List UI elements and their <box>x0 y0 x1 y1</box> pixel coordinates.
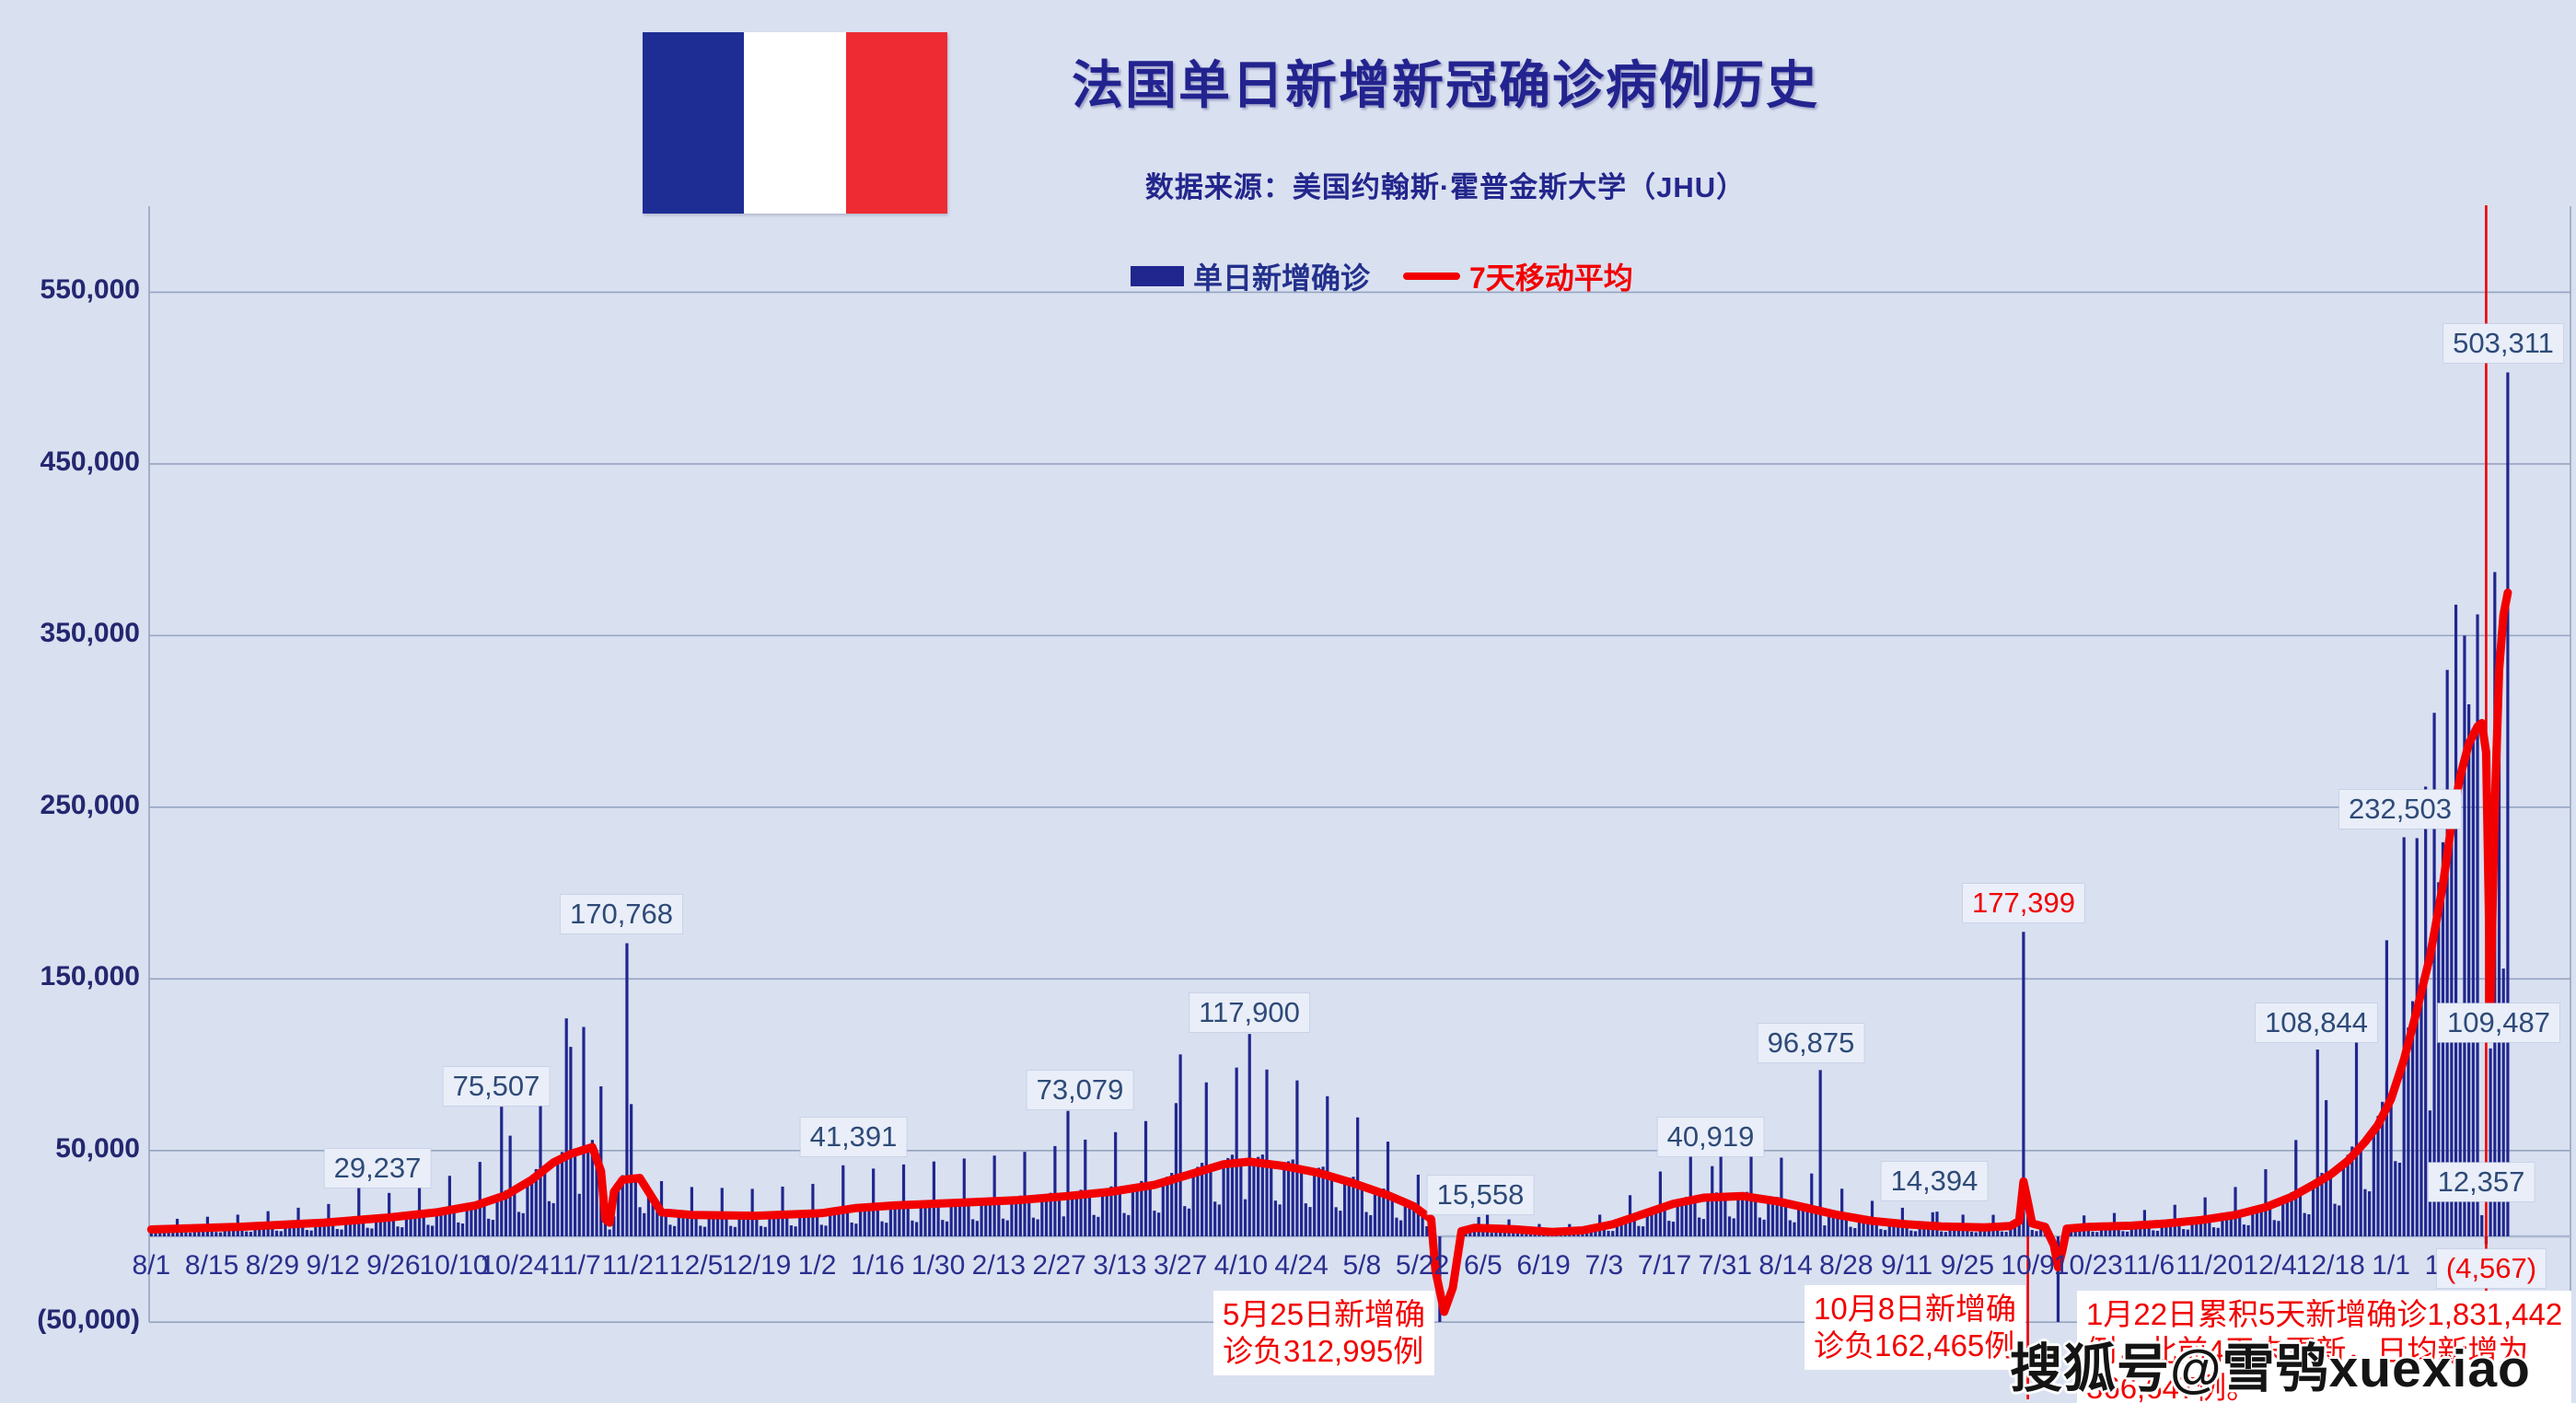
x-axis-tick-label: 1/30 <box>911 1250 966 1281</box>
y-axis-tick-label: 350,000 <box>40 618 140 649</box>
data-label: 177,399 <box>1962 884 2085 922</box>
x-axis-tick-label: 11/21 <box>601 1250 669 1281</box>
data-label: (4,567) <box>2436 1249 2547 1288</box>
data-label: 41,391 <box>800 1118 907 1156</box>
x-axis-tick-label: 1/2 <box>797 1250 837 1281</box>
chart-title: 法国单日新增新冠确诊病例历史 <box>1072 56 1819 114</box>
x-axis-tick-label: 12/18 <box>2295 1250 2365 1281</box>
x-axis-tick-label: 10/9 <box>2001 1250 2055 1281</box>
x-axis-tick-label: 3/27 <box>1153 1250 1208 1281</box>
moving-average-line <box>146 588 2512 1316</box>
annotation-line: 10月8日新增确 <box>1814 1292 2017 1326</box>
x-axis-tick-label: 2/27 <box>1032 1250 1086 1281</box>
legend-item-moving-average: 7天移动平均 <box>1403 260 1633 295</box>
x-axis-tick-label: 11/7 <box>549 1250 601 1281</box>
x-axis-tick-label: 6/19 <box>1516 1250 1571 1281</box>
legend-bar-swatch <box>1131 266 1184 286</box>
data-label: 75,507 <box>443 1067 550 1106</box>
x-axis-tick-label: 9/12 <box>306 1250 360 1281</box>
legend-line-label: 7天移动平均 <box>1469 261 1633 295</box>
data-label: 109,487 <box>2437 1003 2560 1042</box>
x-axis-tick-label: 6/5 <box>1463 1250 1503 1281</box>
y-axis-tick-label: 50,000 <box>55 1132 140 1164</box>
x-axis-tick-label: 9/11 <box>1881 1250 1933 1281</box>
data-label: 15,558 <box>1427 1176 1534 1214</box>
annotation-line: 例，此前4天未更新，日均新增为 <box>2086 1334 2529 1368</box>
x-axis-tick-label: 9/26 <box>366 1250 421 1281</box>
annotation-line: 诊负162,465例 <box>1814 1328 2015 1362</box>
data-label: 117,900 <box>1189 993 1309 1032</box>
data-label: 29,237 <box>324 1149 431 1188</box>
annotation-line: 1月22日累积5天新增确诊1,831,442 <box>2086 1297 2563 1331</box>
x-axis-tick-label: 8/14 <box>1758 1250 1813 1281</box>
y-axis-tick-label: 150,000 <box>40 961 140 992</box>
annotation-callout: 10月8日新增确 诊负162,465例 <box>1804 1285 2026 1370</box>
data-label: 12,357 <box>2428 1163 2535 1201</box>
x-axis-tick-label: 5/8 <box>1342 1250 1382 1281</box>
x-axis-tick-label: 3/13 <box>1093 1250 1147 1281</box>
france-flag <box>643 32 947 214</box>
x-axis-tick-label: 4/24 <box>1274 1250 1329 1281</box>
x-axis-tick-label: 8/15 <box>184 1250 239 1281</box>
x-axis-tick-label: 7/3 <box>1584 1250 1624 1281</box>
x-axis-tick-label: 11/6 <box>2123 1250 2176 1281</box>
chart-subtitle: 数据来源：美国约翰斯·霍普金斯大学（JHU） <box>1144 171 1746 203</box>
x-axis-tick-label: 11/20 <box>2176 1250 2244 1281</box>
y-axis-tick-label: 250,000 <box>40 789 140 820</box>
data-label: 232,503 <box>2338 790 2462 829</box>
y-axis-tick-label: 550,000 <box>40 274 140 306</box>
annotation-line: 366,647例。 <box>2086 1371 2257 1403</box>
x-axis-tick-label: 10/24 <box>480 1250 550 1281</box>
gridlines <box>148 206 2571 1324</box>
data-label: 40,919 <box>1657 1118 1764 1156</box>
x-axis-tick-label: 8/1 <box>132 1250 171 1281</box>
x-axis-tick-label: 4/10 <box>1213 1250 1269 1281</box>
x-axis-tick-label: 1/1 <box>2372 1250 2410 1281</box>
x-axis-tick-label: 10/10 <box>419 1250 489 1281</box>
x-axis-tick-label: 9/25 <box>1940 1250 1995 1281</box>
flag-red-stripe <box>845 32 947 214</box>
x-axis-tick-label: 12/19 <box>722 1250 792 1281</box>
y-axis-tick-label: 450,000 <box>40 446 140 477</box>
data-label: 14,394 <box>1881 1162 1988 1200</box>
annotation-line: 诊负312,995例 <box>1223 1334 1424 1368</box>
legend-line-swatch <box>1403 272 1460 280</box>
data-label: 96,875 <box>1758 1024 1864 1062</box>
data-label: 73,079 <box>1027 1071 1133 1109</box>
watermark: 搜狐号@雪鸮xuexiao <box>2010 1339 2531 1398</box>
x-axis-tick-label: 2/13 <box>971 1250 1027 1281</box>
x-axis-tick-label: 8/28 <box>1819 1250 1874 1281</box>
x-axis-tick-label: 1/16 <box>851 1250 905 1281</box>
y-axis-tick-label: (50,000) <box>37 1304 140 1336</box>
flag-white-stripe <box>744 32 846 214</box>
annotation-callout: 5月25日新增确 诊负312,995例 <box>1213 1291 1435 1375</box>
annotation-line: 5月25日新增确 <box>1223 1297 1426 1331</box>
data-label: 170,768 <box>560 895 683 933</box>
x-axis-tick-label: 5/22 <box>1395 1250 1450 1281</box>
x-axis-tick-label: 8/29 <box>245 1250 300 1281</box>
x-axis-tick-label: 10/23 <box>2053 1250 2123 1281</box>
legend-item-daily-cases: 单日新增确诊 <box>1131 260 1370 295</box>
x-axis-tick-label: 12/5 <box>668 1250 724 1281</box>
data-label: 108,844 <box>2255 1003 2378 1042</box>
x-axis-tick-label: 7/31 <box>1698 1250 1753 1281</box>
x-axis-tick-label: 12/4 <box>2243 1250 2297 1281</box>
annotation-callout: 1月22日累积5天新增确诊1,831,442 例，此前4天未更新，日均新增为 366… <box>2077 1291 2572 1403</box>
data-label: 503,311 <box>2443 324 2563 363</box>
legend-bar-label: 单日新增确诊 <box>1193 261 1371 295</box>
flag-blue-stripe <box>643 32 745 214</box>
x-axis-tick-label: 7/17 <box>1637 1250 1692 1281</box>
